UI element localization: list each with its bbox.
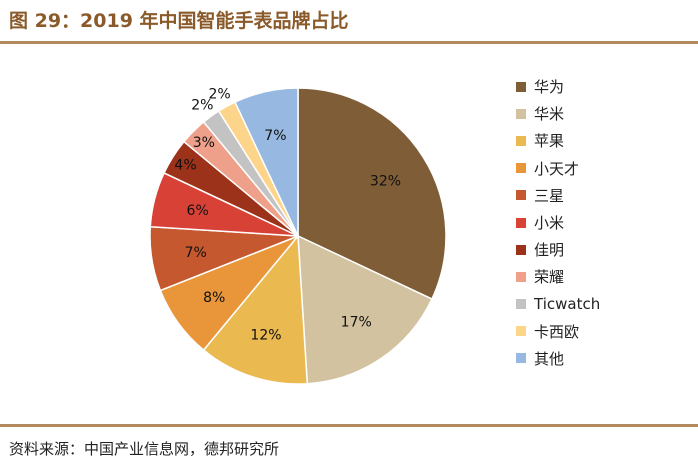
legend-label: 苹果	[534, 132, 565, 151]
pie-slice-3	[202, 234, 309, 385]
legend-swatch	[516, 81, 526, 92]
legend-item-6: 小米	[516, 209, 600, 236]
pie-slice-2	[297, 234, 433, 385]
legend-label: 小天才	[534, 159, 580, 178]
title-divider	[0, 41, 698, 44]
legend-swatch	[516, 271, 526, 282]
pie-label-6: 6%	[187, 203, 209, 219]
legend-label: 荣耀	[534, 268, 565, 287]
legend-label: Ticwatch	[534, 295, 601, 314]
legend-item-8: 荣耀	[516, 263, 600, 290]
legend-label: 卡西欧	[534, 322, 580, 341]
legend-label: 三星	[534, 186, 565, 205]
pie-slice-11	[233, 87, 299, 237]
legend-item-5: 三星	[516, 182, 600, 209]
pie-label-5: 7%	[185, 245, 207, 261]
legend-label: 小米	[534, 214, 565, 233]
legend-item-3: 苹果	[516, 127, 600, 154]
pie-chart: 32% 17% 12% 8% 7% 6% 4% 3% 2%2% 7%	[149, 86, 447, 385]
legend-label: 佳明	[534, 241, 565, 260]
pie-label-4: 8%	[203, 290, 225, 306]
legend-swatch	[516, 108, 526, 119]
pie-slices	[149, 87, 447, 385]
pie-label-3: 12%	[250, 328, 281, 344]
pie-label-7: 4%	[174, 158, 196, 174]
legend-swatch	[516, 244, 526, 255]
source-note: 资料来源：中国产业信息网，德邦研究所	[9, 440, 280, 458]
pie-slice-1	[297, 87, 447, 301]
legend-swatch	[516, 299, 526, 310]
legend-item-9: Ticwatch	[516, 291, 600, 318]
chart-legend: 华为华米苹果小天才三星小米佳明荣耀 Ticwatch 卡西欧其他	[516, 73, 600, 372]
legend-label: 华为	[534, 78, 565, 97]
legend-item-4: 小天才	[516, 155, 600, 182]
pie-label-11: 7%	[264, 128, 286, 144]
chart-title: 图 29：2019 年中国智能手表品牌占比	[9, 10, 349, 32]
legend-item-1: 华为	[516, 73, 600, 100]
legend-label: 其他	[534, 349, 565, 368]
pie-label-2: 17%	[341, 315, 372, 331]
pie-label-9: 2%	[191, 97, 213, 113]
legend-item-10: 卡西欧	[516, 318, 600, 345]
pie-label-8: 3%	[193, 135, 215, 151]
legend-item-11: 其他	[516, 345, 600, 372]
source-divider	[0, 424, 698, 427]
legend-swatch	[516, 163, 526, 174]
legend-item-7: 佳明	[516, 236, 600, 263]
pie-label-1: 32%	[370, 173, 401, 189]
legend-label: 华米	[534, 105, 565, 124]
pie-labels: 32% 17% 12% 8% 7% 6% 4% 3% 2%2% 7%	[174, 86, 401, 343]
legend-swatch	[516, 190, 526, 201]
legend-item-2: 华米	[516, 100, 600, 127]
legend-swatch	[516, 326, 526, 337]
pie-label-10: 2%	[208, 86, 230, 102]
legend-swatch	[516, 353, 526, 364]
legend-swatch	[516, 135, 526, 146]
legend-swatch	[516, 217, 526, 228]
